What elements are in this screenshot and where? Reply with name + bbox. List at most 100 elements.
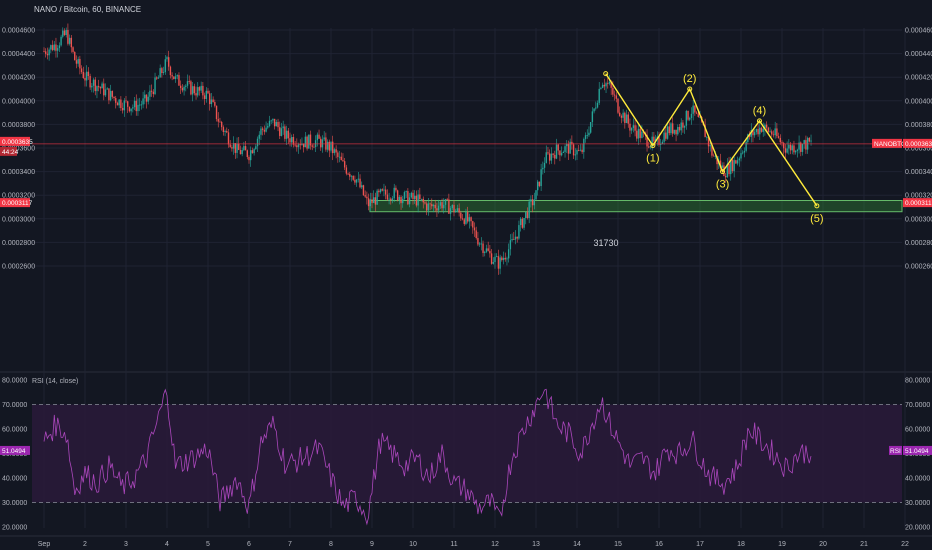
candle-body <box>173 76 175 80</box>
support-zone-rect <box>369 200 903 213</box>
candle-body <box>239 149 242 155</box>
candle-body <box>384 189 387 195</box>
candle-body <box>250 150 252 161</box>
candle-body <box>595 107 597 109</box>
rsi-value-label-left: 51.0494 <box>2 448 26 455</box>
candle-body <box>197 87 199 96</box>
elliott-wave-annotation: (1) (2) (3) (4) (5) <box>603 71 824 225</box>
rsi-value-tag-left <box>0 445 30 455</box>
candle-body <box>805 140 807 150</box>
candle-body <box>285 130 288 139</box>
candle-body <box>632 125 635 129</box>
rsi-tick-label-right: 20.0000 <box>905 525 930 532</box>
candle-body <box>65 30 67 35</box>
candle-body <box>220 121 223 128</box>
candle-body <box>788 144 790 149</box>
wave-label: (4) <box>753 105 766 117</box>
candle-body <box>624 112 626 124</box>
candle-body <box>367 198 370 207</box>
candle-body <box>282 126 284 129</box>
symbol-label: NANOBTC <box>874 141 906 148</box>
candle-body <box>658 136 660 145</box>
price-tick-label-right: 0.0004000 <box>905 98 932 105</box>
candle-body <box>369 199 371 207</box>
price-tick-label-right: 0.0003800 <box>905 122 932 129</box>
candle-body <box>504 257 506 260</box>
candle-body <box>630 128 633 131</box>
candle-body <box>53 44 55 51</box>
candle-body <box>742 152 744 154</box>
candle-body <box>359 178 361 188</box>
candle-body <box>396 190 399 201</box>
candle-body <box>292 137 295 145</box>
candle-body <box>550 153 553 161</box>
candle-body <box>80 68 83 72</box>
candle-body <box>395 187 397 191</box>
candle-body <box>101 83 103 89</box>
candle-body <box>721 165 723 168</box>
candle-body <box>68 37 71 44</box>
candle-body <box>762 128 764 132</box>
candle-body <box>291 137 293 143</box>
chart-title: NANO / Bitcoin, 60, BINANCE <box>34 5 141 14</box>
candle-body <box>386 194 389 200</box>
candle-body <box>622 112 624 118</box>
candles <box>32 23 902 275</box>
time-tick-label: 19 <box>778 541 786 548</box>
price-tick-label-right: 0.0003000 <box>905 216 932 223</box>
candle-body <box>320 138 322 148</box>
candle-body <box>460 212 462 219</box>
candle-body <box>128 106 131 112</box>
candle-body <box>186 81 189 86</box>
candle-body <box>610 81 612 88</box>
candle-body <box>176 75 178 77</box>
candle-body <box>649 146 652 148</box>
candle-body <box>243 146 245 151</box>
candle-body <box>238 143 240 150</box>
rsi-tick-label-left: 40.0000 <box>2 476 27 483</box>
rsi-panel <box>32 388 902 526</box>
candle-body <box>169 66 172 76</box>
candle-body <box>501 257 503 261</box>
candle-body <box>302 143 305 148</box>
candle-body <box>157 77 160 79</box>
candle-body <box>333 149 336 154</box>
candle-body <box>808 137 811 142</box>
candle-body <box>612 87 614 95</box>
candle-body <box>255 146 257 150</box>
candle-body <box>357 178 360 180</box>
price-tick-label-right: 0.0004400 <box>905 51 932 58</box>
candle-body <box>579 149 582 151</box>
candle-body <box>798 142 800 150</box>
wave-label: (2) <box>683 73 696 85</box>
candle-body <box>58 45 61 49</box>
candle-body <box>692 105 694 114</box>
candle-body <box>210 99 213 105</box>
candle-body <box>226 130 228 133</box>
candle-body <box>478 243 481 245</box>
candle-body <box>75 60 78 64</box>
candle-body <box>354 179 356 183</box>
candle-body <box>280 128 283 136</box>
candle-body <box>391 198 394 201</box>
candle-body <box>248 157 250 161</box>
candle-body <box>665 132 667 139</box>
candle-body <box>120 99 122 109</box>
time-tick-label: 13 <box>532 541 540 548</box>
candle-body <box>526 212 529 219</box>
candle-body <box>759 127 761 135</box>
candle-body <box>554 154 556 159</box>
candle-body <box>403 192 406 199</box>
candle-body <box>87 71 90 76</box>
candle-body <box>593 108 595 112</box>
candle-body <box>598 88 600 103</box>
last-price-label-left: 0.0003635 <box>2 139 33 146</box>
rsi-band <box>32 404 902 503</box>
candle-body <box>205 90 207 99</box>
candle-body <box>251 150 254 154</box>
candle-body <box>629 123 631 131</box>
candle-body <box>361 185 363 188</box>
candle-body <box>109 90 112 101</box>
candle-body <box>338 156 341 158</box>
